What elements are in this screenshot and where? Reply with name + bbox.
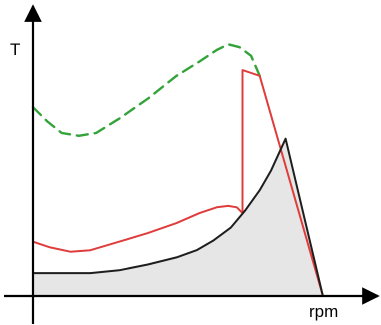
x-axis-label: rpm [309,302,338,321]
y-axis-label: T [10,40,20,59]
black-series-line [32,137,324,297]
green-dashed-series-line [31,43,261,137]
red-series-line [32,69,324,297]
series-layer [31,43,324,297]
black-curve-area-fill [33,138,323,296]
